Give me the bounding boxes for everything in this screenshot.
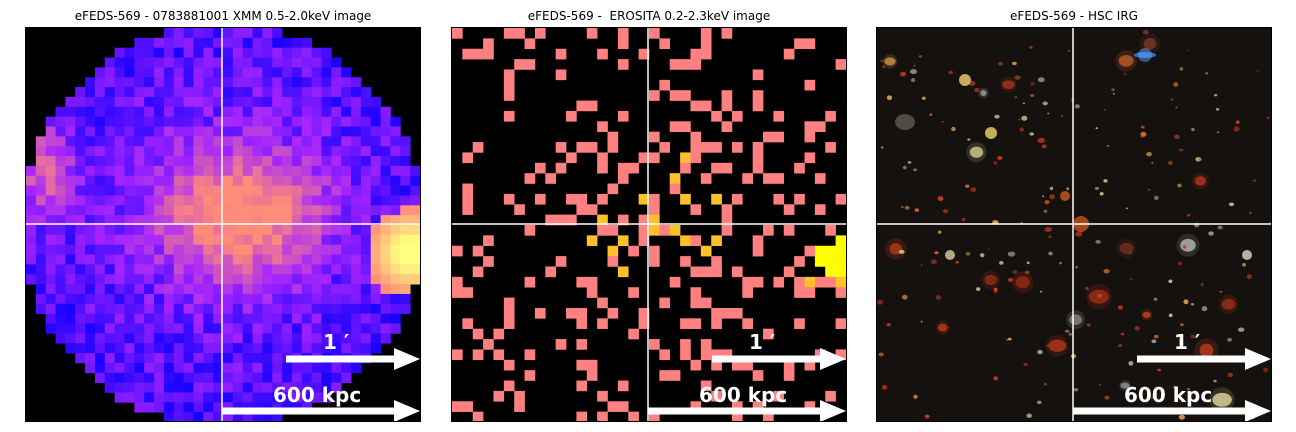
scalebar-physical-arrowhead <box>394 400 420 421</box>
xmm-image: 1 ′ 600 kpc <box>25 27 421 422</box>
scalebar-angular-arrowhead <box>820 348 846 370</box>
xmm-scalebar-physical-label: 600 kpc <box>273 383 362 407</box>
hsc-star <box>945 250 955 260</box>
hsc-panel-title: eFEDS-569 - HSC IRG <box>1010 9 1138 23</box>
xmm-panel-title: eFEDS-569 - 0783881001 XMM 0.5-2.0keV im… <box>74 9 372 23</box>
hsc-bright-galaxy <box>985 127 997 139</box>
xmm-scalebar-angular-label: 1 ′ <box>323 330 350 354</box>
erosita-panel: eFEDS-569 - EROSITA 0.2-2.3keV image 1 ′… <box>451 0 847 432</box>
hsc-panel: eFEDS-569 - HSC IRG 1 ′ 600 kpc <box>876 0 1272 432</box>
hsc-image-canvas <box>877 28 1271 421</box>
hsc-scalebar-physical-label: 600 kpc <box>1124 383 1213 407</box>
hsc-sources <box>877 30 1271 420</box>
hsc-star <box>1242 250 1252 260</box>
hsc-image: 1 ′ 600 kpc <box>876 27 1272 422</box>
erosita-image: 1 ′ 600 kpc <box>451 27 847 422</box>
xmm-pixel-grid <box>26 28 420 421</box>
erosita-image-canvas <box>452 28 846 421</box>
scalebar-physical-arrowhead <box>820 400 846 421</box>
hsc-bright-galaxy <box>959 74 971 86</box>
hsc-blue-edge-on-galaxy <box>1134 52 1156 58</box>
erosita-scalebar-angular-label: 1 ′ <box>749 330 776 354</box>
hsc-galaxy <box>1060 191 1070 201</box>
hsc-diffuse-galaxy <box>895 114 915 130</box>
erosita-scalebar-physical-label: 600 kpc <box>699 383 788 407</box>
xmm-panel: eFEDS-569 - 0783881001 XMM 0.5-2.0keV im… <box>25 0 421 432</box>
scalebar-angular-arrowhead <box>394 348 420 370</box>
erosita-pixel-grid <box>452 28 846 421</box>
hsc-scalebar-angular-label: 1 ′ <box>1174 330 1201 354</box>
scalebar-angular-arrowhead <box>1245 348 1271 370</box>
scalebar-physical-arrowhead <box>1245 400 1271 421</box>
xmm-image-canvas <box>26 28 420 421</box>
erosita-panel-title: eFEDS-569 - EROSITA 0.2-2.3keV image <box>527 9 771 23</box>
